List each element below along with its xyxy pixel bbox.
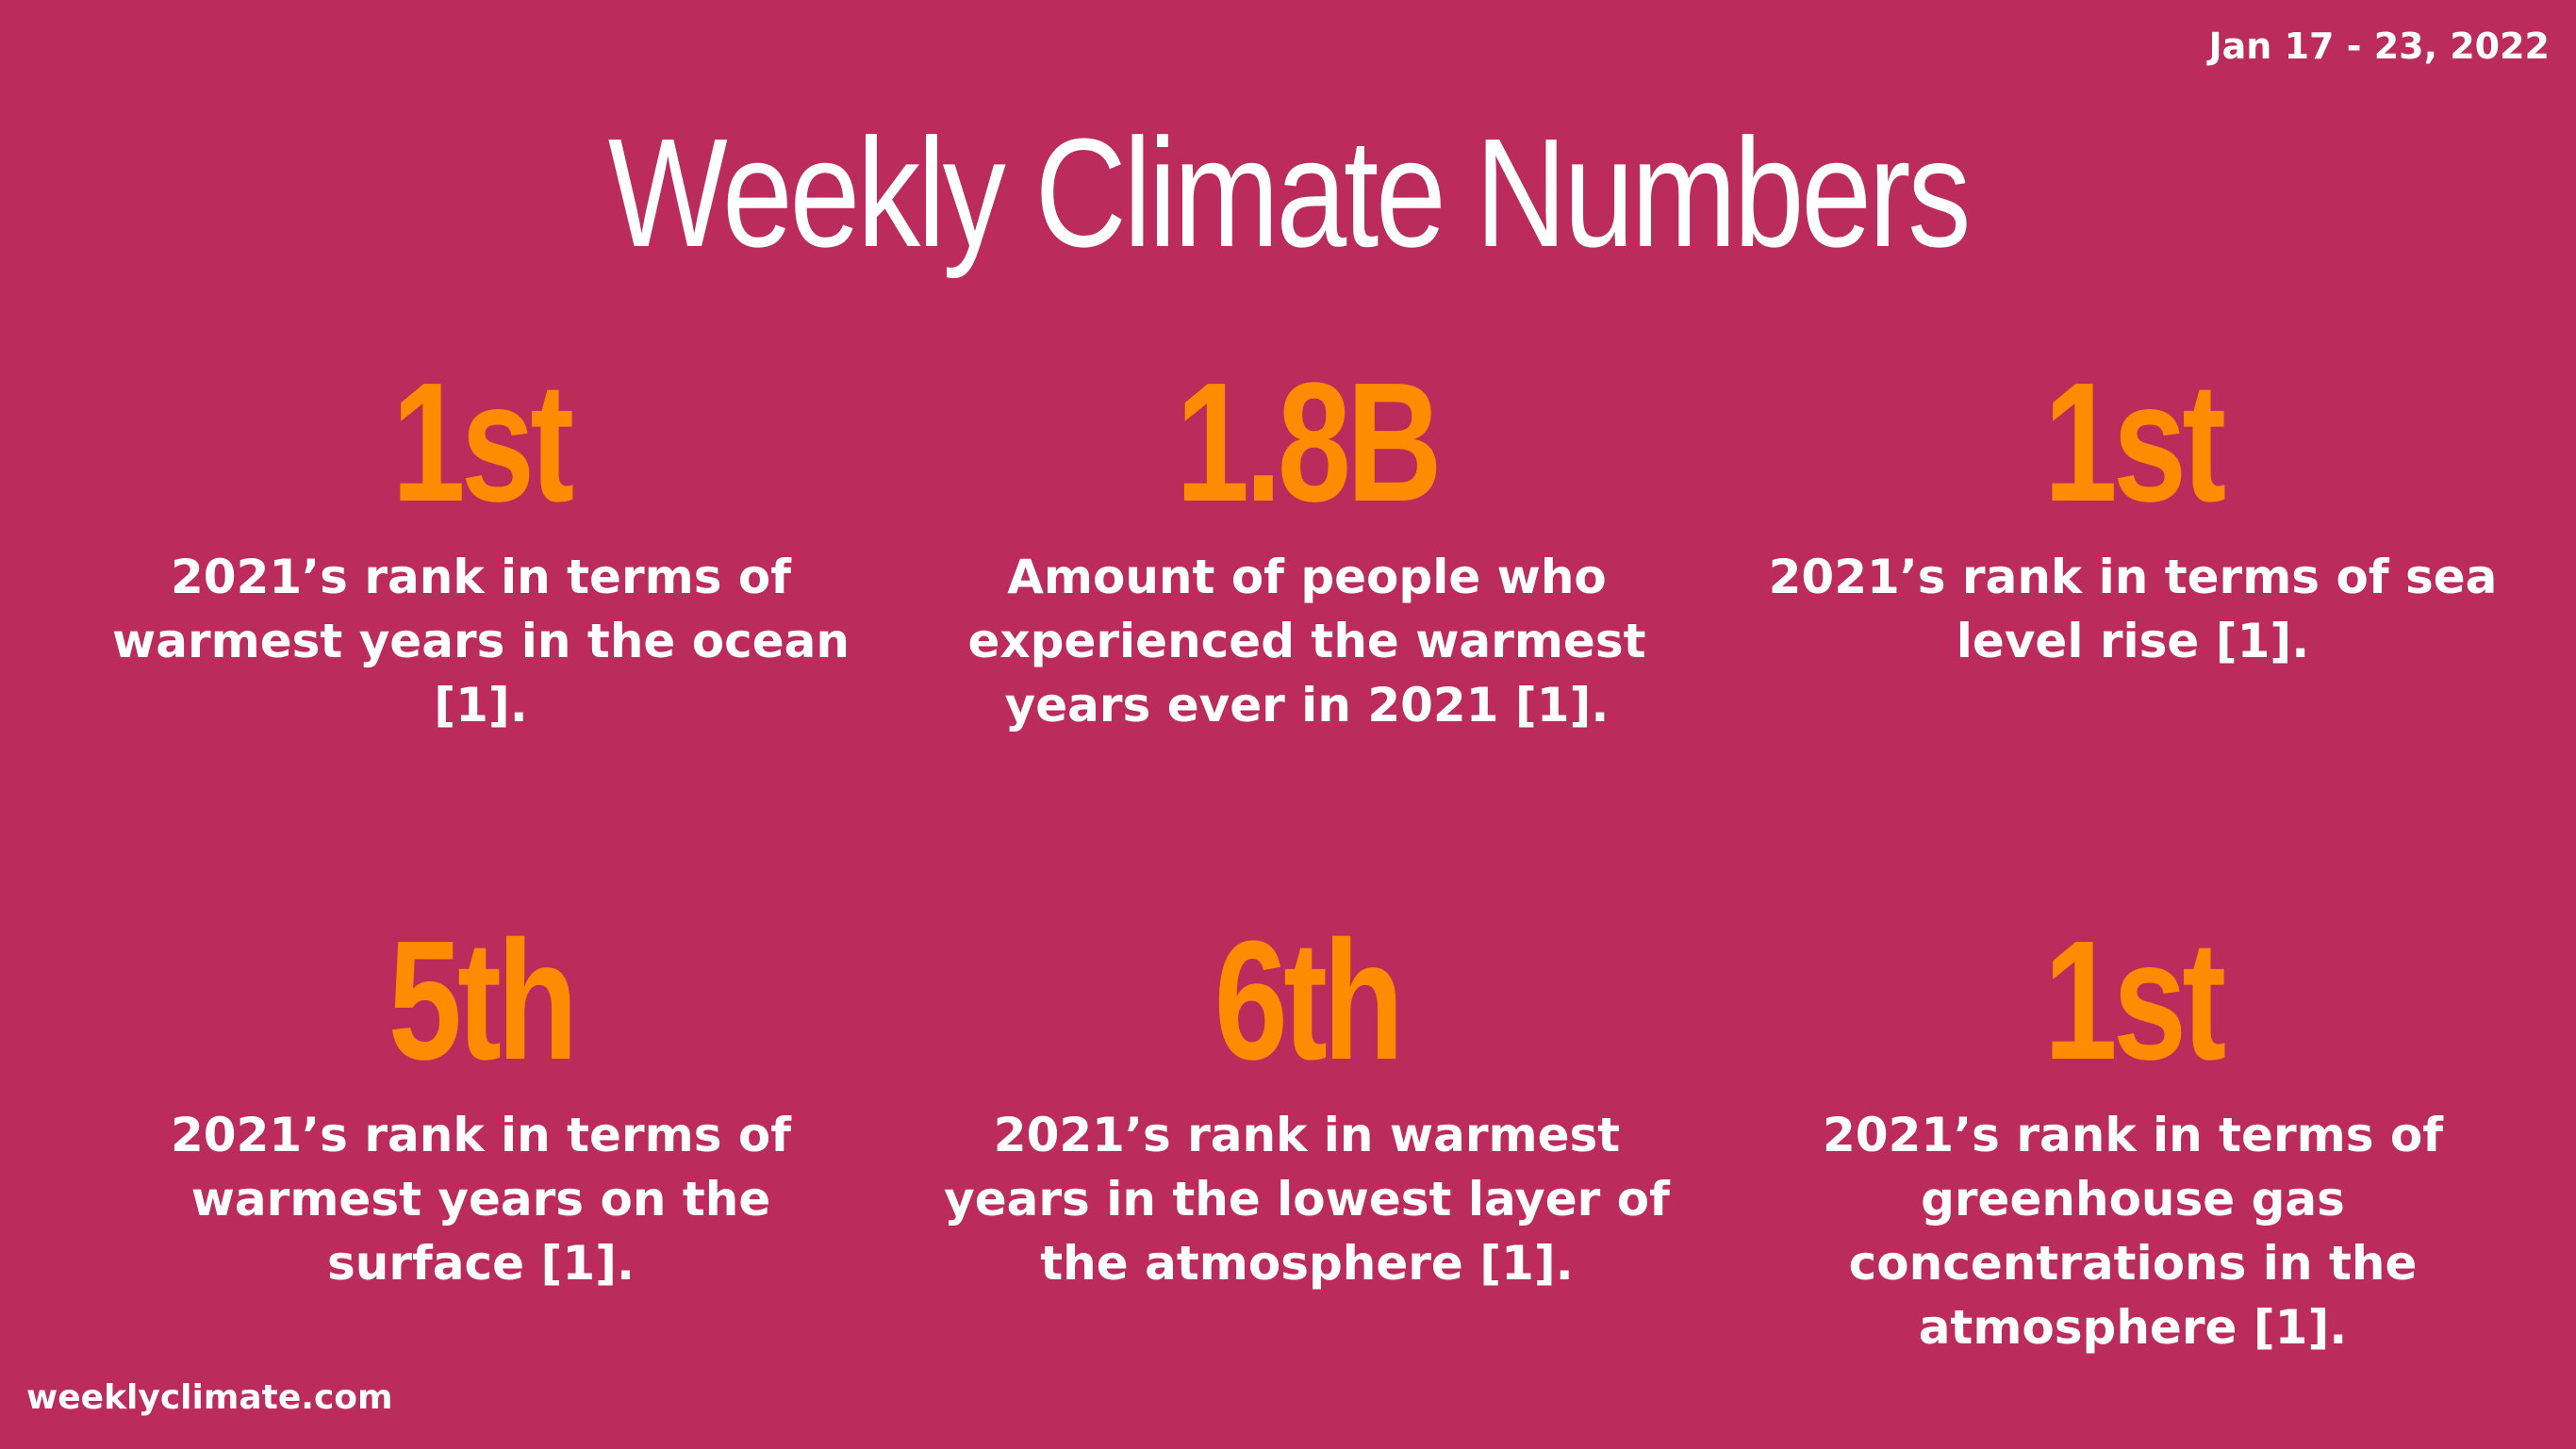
stat-description: 2021’s rank in terms of sea level rise [… — [1768, 550, 2498, 668]
date-range: Jan 17 - 23, 2022 — [2208, 25, 2550, 67]
stat-people-affected: 1.8B Amount of people who experienced th… — [901, 358, 1712, 737]
stat-greenhouse-gas-rank: 1st 2021’s rank in terms of greenhouse g… — [1727, 916, 2538, 1359]
stat-value: 1st — [2043, 348, 2227, 537]
stat-value: 1.8B — [1176, 348, 1443, 537]
stat-ocean-rank: 1st 2021’s rank in terms of warmest year… — [75, 358, 886, 737]
stat-lower-atmosphere-rank: 6th 2021’s rank in warmest years in the … — [901, 916, 1712, 1295]
stat-value: 6th — [1214, 906, 1404, 1095]
stat-surface-rank: 5th 2021’s rank in terms of warmest year… — [75, 916, 886, 1295]
stat-value: 1st — [2043, 906, 2227, 1095]
stat-value: 5th — [388, 906, 578, 1095]
stat-value: 1st — [391, 348, 575, 537]
site-url: weeklyclimate.com — [26, 1378, 393, 1417]
stat-description: 2021’s rank in terms of warmest years on… — [171, 1108, 791, 1291]
stat-description: 2021’s rank in terms of warmest years in… — [112, 550, 850, 733]
stat-description: 2021’s rank in warmest years in the lowe… — [944, 1108, 1670, 1291]
stat-description: 2021’s rank in terms of greenhouse gas c… — [1823, 1108, 2443, 1355]
stat-sea-level-rank: 1st 2021’s rank in terms of sea level ri… — [1727, 358, 2538, 673]
stat-description: Amount of people who experienced the war… — [967, 550, 1646, 733]
page-title: Weekly Climate Numbers — [607, 107, 1972, 279]
